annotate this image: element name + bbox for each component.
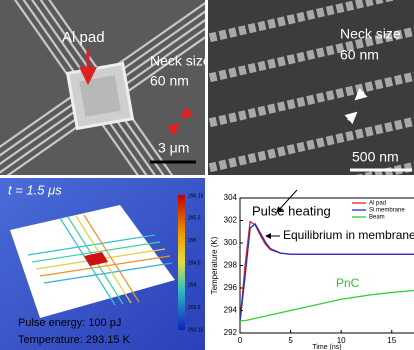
scale-label: 3 μm	[158, 140, 189, 156]
label: 60 nm	[150, 73, 189, 89]
annotation: PnC	[336, 276, 360, 290]
scale-label: 500 nm	[352, 149, 399, 165]
y-tick-label: 302	[224, 216, 238, 225]
label: Neck size	[150, 53, 211, 69]
y-tick-label: 298	[224, 261, 238, 270]
colorbar-label: 293.5	[188, 305, 201, 311]
x-tick-label: 0	[238, 336, 243, 345]
y-tick-label: 300	[224, 238, 238, 247]
time-label: t = 1.5 μs	[8, 182, 62, 197]
legend-label: Al pad	[369, 201, 386, 207]
label: 60 nm	[340, 47, 379, 63]
x-tick-label: 15	[387, 336, 396, 345]
label: Pulse energy: 100 pJ	[18, 317, 121, 329]
annotation: Equilibrium in membrane	[283, 228, 414, 242]
figure: Al pad Neck size 60 nm 3 μm Neck size 60…	[0, 0, 414, 350]
x-axis-label: Time (ns)	[312, 344, 341, 350]
annotation: Pulse heating	[252, 203, 331, 218]
page: {"panels": [ {"texts": ["Al pad", "Neck …	[0, 0, 414, 350]
y-tick-label: 292	[224, 328, 238, 337]
label: Neck size	[340, 26, 401, 42]
y-tick-label: 296	[224, 283, 238, 292]
simulation-panel: t = 1.5 μs Pulse energy: 100 pJ Temperat…	[0, 178, 205, 350]
colorbar-label: 294.5	[188, 260, 201, 266]
colorbar-label: 295.5	[188, 216, 201, 222]
colorbar-label: 296.16	[188, 193, 204, 199]
x-tick-label: 5	[288, 336, 293, 345]
colorbar-label: 294	[188, 283, 197, 289]
colorbar-label: 295	[188, 238, 197, 244]
y-tick-label: 304	[224, 193, 238, 202]
legend-label: Si membrane	[369, 208, 405, 214]
y-axis-label: Temperature (K)	[210, 236, 219, 294]
legend-label: Beam	[369, 215, 385, 221]
y-tick-label: 294	[224, 306, 238, 315]
label: Temperature: 293.15 K	[18, 334, 131, 346]
colorbar-label: 293.15	[188, 327, 204, 333]
label: Al pad	[62, 29, 105, 46]
